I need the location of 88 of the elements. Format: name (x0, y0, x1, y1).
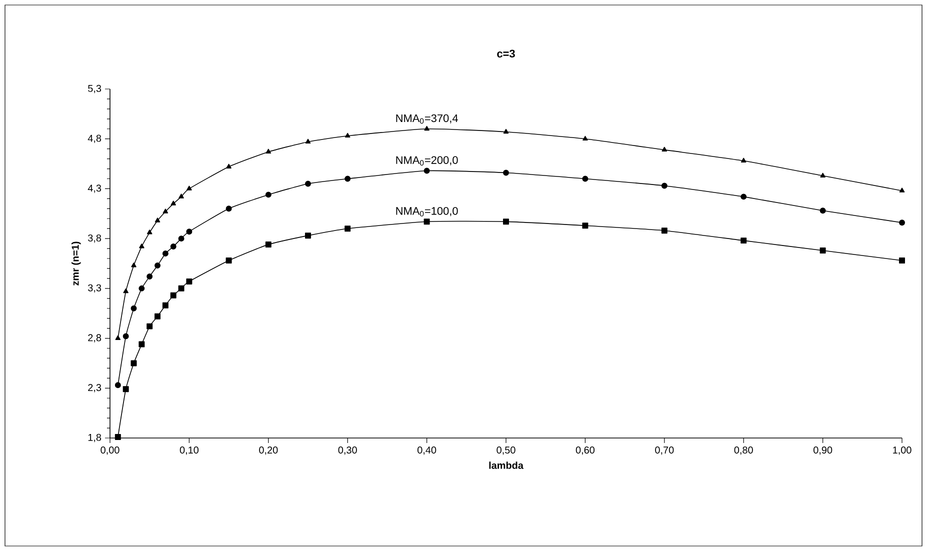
point (170, 292, 176, 298)
point (740, 238, 747, 244)
point (114, 434, 121, 440)
point (162, 302, 168, 308)
point (582, 176, 588, 182)
x-tick-label: 1,00 (893, 446, 912, 455)
x-axis-title: lambda (489, 462, 524, 469)
point (146, 273, 153, 280)
point (131, 262, 136, 268)
point (146, 230, 152, 234)
point (661, 228, 668, 234)
point (162, 250, 168, 257)
x-tick-label: 0,00 (100, 446, 120, 455)
y-axis-title: zmr (n=1) (72, 242, 81, 286)
point (130, 305, 137, 312)
point (265, 242, 272, 248)
point (424, 168, 430, 174)
point (139, 244, 144, 248)
point (662, 146, 668, 152)
y-tick-label: 1,8 (88, 434, 102, 442)
x-tick-label: 0,40 (418, 446, 436, 455)
point (820, 248, 826, 254)
point (305, 138, 311, 144)
point (123, 288, 128, 294)
series-label: NMA$_{0}$=370,4 (396, 114, 458, 124)
point (899, 258, 905, 264)
point (820, 208, 826, 214)
point (503, 128, 509, 134)
y-tick-label: 2,8 (88, 334, 102, 342)
point (503, 170, 509, 176)
y-tick-label: 2,3 (88, 384, 102, 392)
y-tick-label: 5,3 (88, 84, 102, 94)
point (344, 176, 351, 182)
point (424, 126, 430, 131)
point (582, 222, 588, 229)
x-tick-label: 0,10 (180, 446, 199, 455)
point (226, 258, 232, 264)
point (178, 285, 184, 292)
point (154, 218, 160, 222)
x-tick-label: 0,30 (338, 446, 357, 455)
point (178, 194, 184, 198)
x-tick-label: 0,60 (576, 446, 595, 455)
x-tick-label: 0,80 (734, 446, 753, 455)
point (820, 172, 826, 178)
point (154, 313, 161, 320)
point (344, 226, 351, 232)
x-tick-label: 0,50 (496, 446, 516, 455)
point (154, 262, 161, 268)
point (178, 236, 184, 242)
point (344, 132, 350, 138)
x-tick-label: 0,90 (814, 446, 832, 455)
x-tick-label: 0,70 (655, 446, 674, 455)
y-tick-label: 4,8 (88, 134, 102, 143)
point (266, 148, 272, 154)
x-tick-label: 0,20 (259, 446, 278, 455)
y-tick-label: 3,3 (88, 284, 102, 293)
point (122, 333, 129, 340)
point (146, 323, 153, 330)
point (305, 232, 311, 239)
chart-title: c=3 (497, 50, 515, 58)
point (114, 382, 121, 388)
point (503, 218, 509, 225)
point (899, 220, 905, 226)
point (265, 192, 272, 198)
point (115, 335, 121, 340)
point (186, 186, 192, 190)
point (170, 244, 176, 250)
point (226, 206, 232, 212)
point (186, 228, 192, 235)
point (138, 341, 145, 348)
point (582, 136, 588, 141)
point (305, 180, 311, 187)
point (122, 386, 129, 392)
point (899, 188, 905, 192)
point (170, 200, 176, 206)
series-label: NMA$_{0}$=100,0 (396, 207, 458, 216)
y-tick-label: 4,3 (88, 184, 102, 193)
point (186, 278, 192, 284)
point (130, 360, 137, 366)
y-tick-label: 3,8 (88, 234, 102, 243)
point (138, 285, 145, 292)
point (226, 164, 232, 168)
point (424, 218, 430, 225)
point (740, 158, 746, 162)
series-label: NMA$_{0}$=200,0 (396, 156, 458, 166)
point (661, 182, 668, 189)
point (162, 208, 168, 214)
point (740, 194, 747, 200)
